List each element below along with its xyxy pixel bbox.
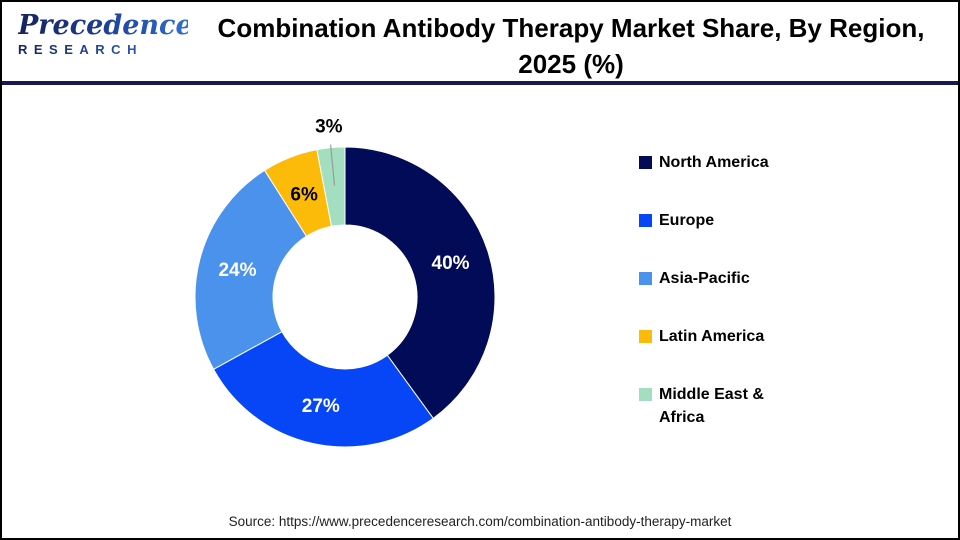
donut-chart: 40% 27% 24% 6% 3% bbox=[194, 116, 496, 448]
logo-wordmark: Precedence bbox=[18, 10, 193, 41]
legend-label-europe: Europe bbox=[659, 212, 715, 229]
source-attribution: Source: https://www.precedenceresearch.c… bbox=[228, 514, 732, 529]
legend-label-asia-pacific: Asia-Pacific bbox=[659, 270, 750, 287]
slice-percent-label-latin-america: 6% bbox=[290, 184, 318, 205]
leader-line-middle-east-africa bbox=[330, 144, 336, 186]
slice-percent-label-asia-pacific: 24% bbox=[218, 260, 256, 281]
legend-label-middle-east-africa: Middle East & Africa bbox=[659, 386, 764, 426]
legend-item-middle-east-africa: Middle East & Africa bbox=[639, 383, 799, 429]
legend-label-north-america: North America bbox=[659, 154, 769, 171]
legend-item-asia-pacific: Asia-Pacific bbox=[639, 267, 799, 290]
slice-percent-label-europe: 27% bbox=[302, 396, 340, 417]
legend-label-latin-america: Latin America bbox=[659, 328, 765, 345]
chart-title-line2: 2025 (%) bbox=[518, 49, 624, 79]
slice-percent-label-middle-east-africa: 3% bbox=[315, 116, 343, 137]
header-divider bbox=[2, 81, 958, 85]
donut-slice-north-america bbox=[344, 146, 496, 420]
logo-subtitle: RESEARCH bbox=[18, 42, 188, 57]
donut-slice-europe bbox=[212, 331, 434, 448]
chart-title-line1: Combination Antibody Therapy Market Shar… bbox=[217, 13, 925, 43]
legend-swatch-north-america bbox=[639, 156, 652, 169]
legend-item-north-america: North America bbox=[639, 151, 799, 174]
donut-slice-middle-east-africa bbox=[316, 146, 346, 227]
legend-swatch-middle-east-africa bbox=[639, 388, 652, 401]
chart-title: Combination Antibody Therapy Market Shar… bbox=[192, 10, 950, 82]
legend-item-latin-america: Latin America bbox=[639, 325, 799, 348]
slice-percent-label-north-america: 40% bbox=[432, 253, 470, 274]
legend-item-europe: Europe bbox=[639, 209, 799, 232]
chart-legend: North America Europe Asia-Pacific Latin … bbox=[639, 151, 799, 429]
legend-swatch-latin-america bbox=[639, 330, 652, 343]
legend-swatch-europe bbox=[639, 214, 652, 227]
precedence-research-logo: Precedence RESEARCH bbox=[18, 10, 193, 58]
legend-swatch-asia-pacific bbox=[639, 272, 652, 285]
donut-slice-asia-pacific bbox=[194, 169, 308, 370]
